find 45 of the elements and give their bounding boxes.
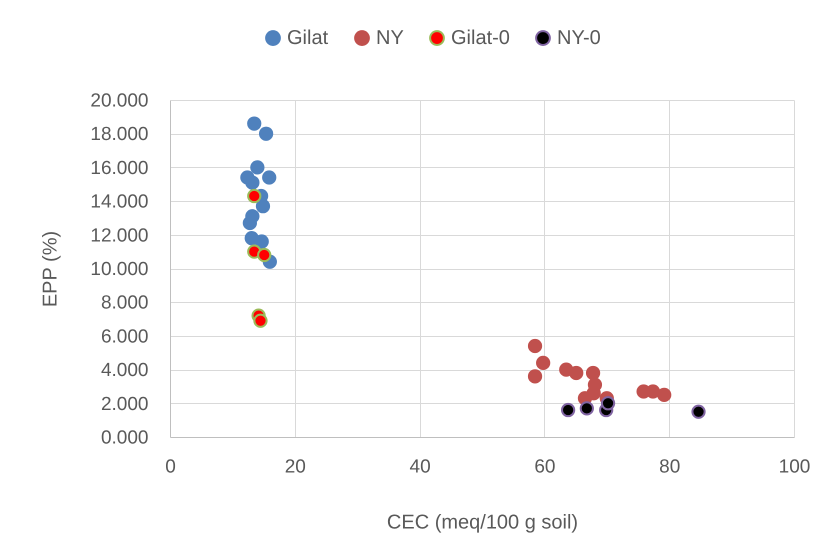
point <box>657 388 672 402</box>
y-tick-label: 4.000 <box>100 360 148 382</box>
point <box>586 386 601 400</box>
legend-label: NY <box>376 27 404 50</box>
y-tick-label: 2.000 <box>100 394 148 415</box>
y-tick-label: 12.000 <box>90 225 148 246</box>
x-tick-label: 40 <box>410 456 431 478</box>
y-tick-label: 20.000 <box>90 90 148 112</box>
point <box>253 314 268 328</box>
y-tick-label: 8.000 <box>100 292 148 314</box>
point <box>258 126 274 141</box>
y-tick-label: 18.000 <box>90 124 148 146</box>
point <box>580 401 594 416</box>
point <box>256 199 270 214</box>
x-tick-label: 100 <box>778 456 810 478</box>
x-tick-label: 20 <box>284 456 306 478</box>
y-tick-label: 14.000 <box>90 192 148 213</box>
point <box>586 366 600 380</box>
x-tick-label: 80 <box>659 456 680 478</box>
point <box>691 404 706 419</box>
point <box>254 234 269 249</box>
point <box>528 338 542 354</box>
y-tick-label: 0.000 <box>100 428 148 448</box>
y-tick-label: 6.000 <box>100 326 148 348</box>
point <box>569 366 584 380</box>
legend-label: Gilat <box>287 27 329 50</box>
point <box>257 248 272 262</box>
legend-label: NY-0 <box>557 27 601 50</box>
y-tick-label: 16.000 <box>90 158 148 179</box>
point <box>242 216 257 230</box>
point <box>247 188 262 204</box>
point <box>250 160 264 175</box>
point <box>536 356 550 370</box>
point <box>560 402 576 418</box>
x-tick-label: 0 <box>165 456 176 478</box>
point <box>600 396 616 410</box>
x-tick-label: 60 <box>534 456 556 478</box>
point <box>262 170 276 185</box>
x-axis-title: CEC (meq/100 g soil) <box>386 512 578 534</box>
y-axis-title: EPP (%) <box>39 230 62 308</box>
point <box>247 116 262 131</box>
y-tick-label: 10.000 <box>90 259 148 280</box>
point <box>528 369 542 384</box>
point <box>245 175 260 190</box>
legend-label: Gilat-0 <box>451 27 510 50</box>
